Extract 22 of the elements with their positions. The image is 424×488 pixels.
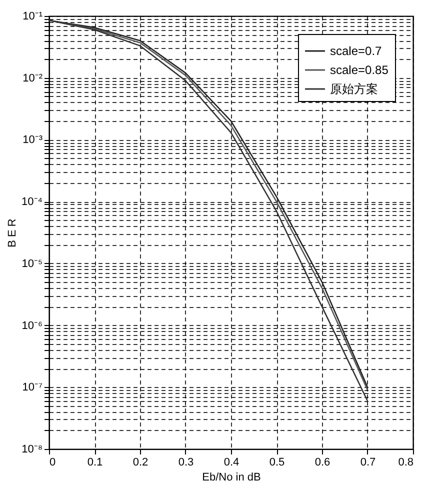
y-tick-label: 10⁻⁶ [22,320,42,332]
x-axis-title: Eb/No in dB [202,472,261,484]
x-tick-label: 0.4 [224,456,240,468]
y-tick-label: 10⁻⁴ [22,196,43,208]
x-tick-label: 0 [50,456,56,468]
x-tick-label: 0.6 [314,456,330,468]
y-tick-label: 10⁻⁷ [22,382,43,394]
y-tick-label: 10⁻³ [22,134,43,146]
y-axis-title: B E R [6,218,19,248]
x-tick-label: 0.8 [398,456,414,468]
x-tick-label: 0.5 [269,456,285,468]
x-tick-label: 0.1 [87,456,103,468]
legend-label: 原始方案 [330,82,378,96]
x-tick-label: 0.3 [178,456,194,468]
legend-label: scale=0.85 [330,63,389,77]
y-tick-label: 10⁻⁵ [22,258,42,270]
y-tick-label: 10⁻² [22,72,43,84]
legend-label: scale=0.7 [330,44,382,58]
y-tick-label: 10⁻⁸ [22,444,42,456]
y-tick-label: 10⁻¹ [22,10,43,22]
x-tick-label: 0.2 [132,456,148,468]
x-tick-label: 0.7 [360,456,376,468]
